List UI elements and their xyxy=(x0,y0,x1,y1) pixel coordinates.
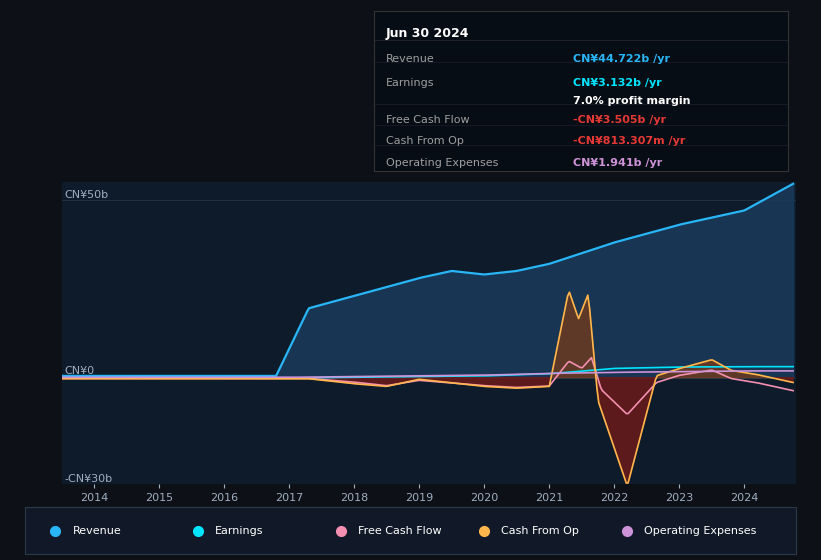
Text: Operating Expenses: Operating Expenses xyxy=(644,526,756,535)
Text: CN¥44.722b /yr: CN¥44.722b /yr xyxy=(572,54,670,64)
Text: Earnings: Earnings xyxy=(386,78,434,88)
Text: -CN¥30b: -CN¥30b xyxy=(65,474,113,484)
Text: Earnings: Earnings xyxy=(215,526,264,535)
Text: Free Cash Flow: Free Cash Flow xyxy=(386,115,470,125)
Text: CN¥1.941b /yr: CN¥1.941b /yr xyxy=(572,158,662,168)
Text: Revenue: Revenue xyxy=(72,526,122,535)
Text: CN¥0: CN¥0 xyxy=(65,366,95,376)
Text: Operating Expenses: Operating Expenses xyxy=(386,158,498,168)
Text: -CN¥3.505b /yr: -CN¥3.505b /yr xyxy=(572,115,666,125)
Text: Jun 30 2024: Jun 30 2024 xyxy=(386,27,470,40)
Text: -CN¥813.307m /yr: -CN¥813.307m /yr xyxy=(572,136,685,146)
Text: Revenue: Revenue xyxy=(386,54,435,64)
Text: 7.0% profit margin: 7.0% profit margin xyxy=(572,96,690,106)
Text: CN¥3.132b /yr: CN¥3.132b /yr xyxy=(572,78,661,88)
Text: Cash From Op: Cash From Op xyxy=(501,526,579,535)
Text: CN¥50b: CN¥50b xyxy=(65,190,109,200)
Text: Cash From Op: Cash From Op xyxy=(386,136,464,146)
Text: Free Cash Flow: Free Cash Flow xyxy=(358,526,442,535)
